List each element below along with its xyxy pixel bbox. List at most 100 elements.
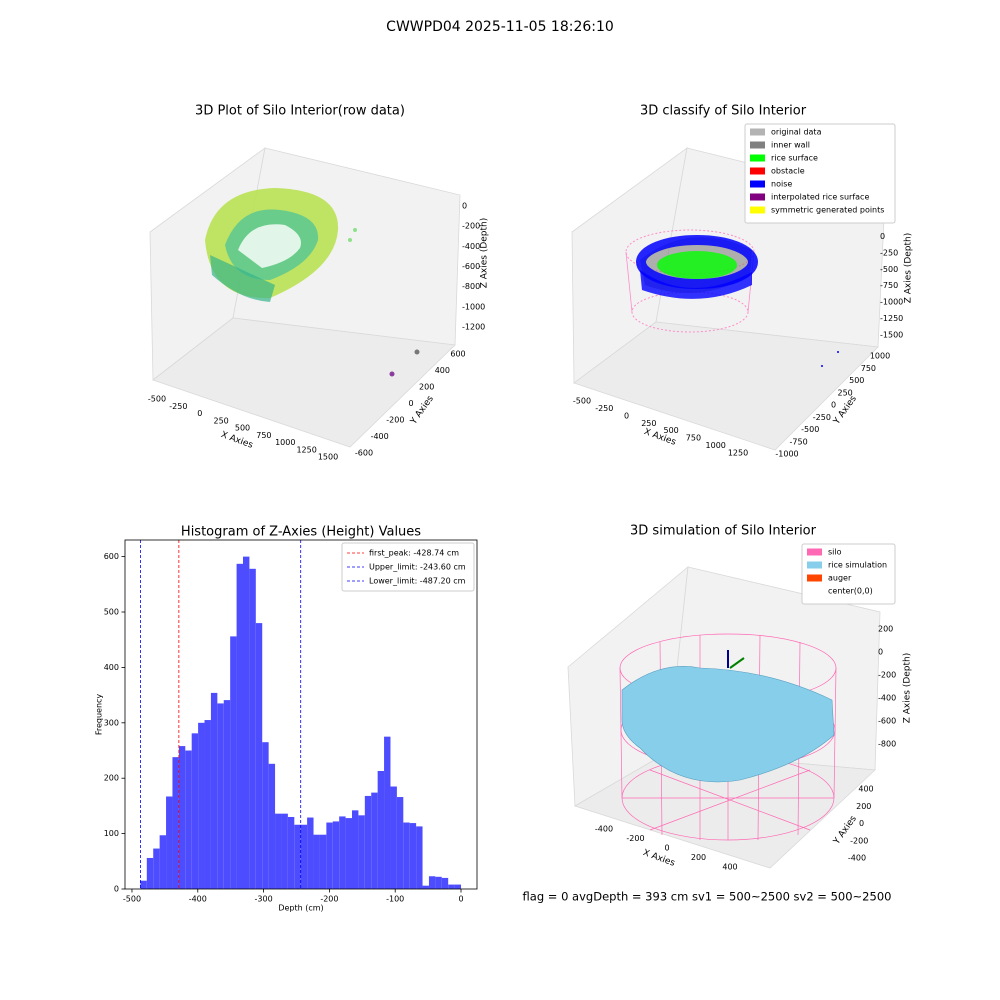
x-tick-label: -200 [626, 834, 644, 843]
x-tick-label: 0 [458, 895, 463, 904]
z-tick-label: -1200 [462, 323, 485, 332]
bar [300, 824, 308, 889]
bar [236, 563, 243, 889]
z-tick-label: -800 [878, 740, 896, 749]
x-tick-label: 0 [624, 411, 629, 420]
x-tick-label: 200 [691, 853, 706, 862]
z-tick-label: -600 [878, 717, 896, 726]
bar [294, 824, 301, 889]
legend-box [744, 123, 896, 224]
z-tick-label: -400 [878, 694, 896, 703]
legend-box [801, 543, 896, 605]
z-tick-label: -1250 [880, 314, 903, 323]
legend-label: obstacle [771, 167, 805, 176]
bar [172, 757, 179, 889]
bar [409, 823, 417, 889]
x-tick-label: 250 [213, 416, 228, 425]
y-tick-label: -200 [386, 416, 404, 425]
y-tick-label: 250 [837, 388, 852, 397]
legend-label: rice surface [771, 154, 818, 163]
legend-swatch [807, 561, 822, 569]
x-axis-label: X Axies [219, 430, 254, 451]
legend-label: Lower_limit: -487.20 cm [369, 577, 466, 586]
bar [281, 813, 288, 889]
z-axis-label: Z Axies (Depth) [904, 233, 914, 304]
x-axis-label: X Axies [641, 848, 676, 869]
y-tick-label: 600 [104, 552, 119, 561]
bar [249, 568, 256, 889]
y-axis-label: Frequency [95, 694, 104, 736]
bar [140, 880, 147, 889]
bar [422, 885, 429, 889]
legend-swatch [750, 206, 765, 214]
z-tick-label: -200 [462, 222, 480, 231]
z-tick-label: -250 [880, 248, 898, 257]
bar [435, 876, 442, 889]
y-tick-label: 0 [114, 885, 119, 894]
x-tick-label: -250 [169, 402, 187, 411]
silo-simulation [619, 633, 837, 841]
y-axis-label: Y Axies [831, 394, 859, 427]
bar [198, 722, 205, 889]
bar [307, 817, 314, 889]
bar [345, 818, 353, 889]
pane [574, 751, 876, 869]
bar [217, 703, 224, 889]
bar [384, 736, 391, 889]
bar [416, 826, 423, 889]
z-tick-label: -400 [462, 242, 480, 251]
x-tick-label: 500 [235, 424, 250, 433]
z-tick-label: -1000 [462, 302, 485, 311]
bar [242, 556, 250, 889]
x-tick-label: -500 [148, 395, 166, 404]
pane [152, 317, 456, 448]
legend-label: inner wall [771, 141, 810, 150]
legend-label: auger [828, 574, 852, 583]
x-tick-label: 400 [722, 863, 737, 872]
y-tick-label: 0 [831, 401, 836, 410]
y-tick-label: -500 [801, 425, 819, 434]
bar [364, 795, 372, 889]
bar [352, 810, 359, 889]
y-tick-label: 400 [858, 785, 873, 794]
z-tick-label: 0 [462, 202, 467, 211]
y-tick-label: 500 [849, 376, 864, 385]
x-tick-label: -300 [255, 895, 273, 904]
chart-title: Histogram of Z-Axies (Height) Values [181, 525, 421, 540]
y-tick-label: -750 [790, 437, 808, 446]
bar [185, 750, 192, 889]
y-tick-label: -200 [850, 836, 868, 845]
bar [441, 877, 449, 889]
legend-swatch [750, 154, 765, 162]
z-tick-label: -600 [462, 262, 480, 271]
y-tick-label: 100 [104, 829, 119, 838]
bar [204, 720, 211, 889]
bar [403, 822, 410, 889]
legend-label: first_peak: -428.74 cm [369, 549, 459, 558]
y-tick-label: 400 [435, 366, 450, 375]
x-tick-label: 750 [256, 431, 271, 440]
legend-swatch [750, 141, 765, 149]
z-tick-label: -500 [880, 265, 898, 274]
legend-swatch [750, 167, 765, 175]
bar [326, 822, 333, 889]
x-tick-label: 250 [641, 419, 656, 428]
x-tick-label: -400 [595, 825, 613, 834]
legend-label: symmetric generated points [771, 206, 884, 215]
x-tick-label: 0 [664, 844, 669, 853]
legend-label: silo [828, 548, 842, 557]
bar [159, 835, 167, 889]
z-axis-label: Z Axies (Depth) [903, 653, 913, 724]
z-tick-label: -1500 [880, 331, 903, 340]
legend-label: Upper_limit: -243.60 cm [369, 563, 466, 572]
x-axis-label: Depth (cm) [278, 904, 323, 913]
legend-label: noise [771, 180, 792, 189]
panel-title: 3D Plot of Silo Interior(row data) [195, 104, 405, 119]
bar [268, 763, 276, 889]
bar [166, 796, 173, 889]
y-tick-label: 600 [450, 350, 465, 359]
y-tick-label: 200 [419, 383, 434, 392]
z-tick-label: -1000 [880, 298, 903, 307]
z-tick-label: -200 [878, 671, 896, 680]
bar [428, 876, 436, 889]
